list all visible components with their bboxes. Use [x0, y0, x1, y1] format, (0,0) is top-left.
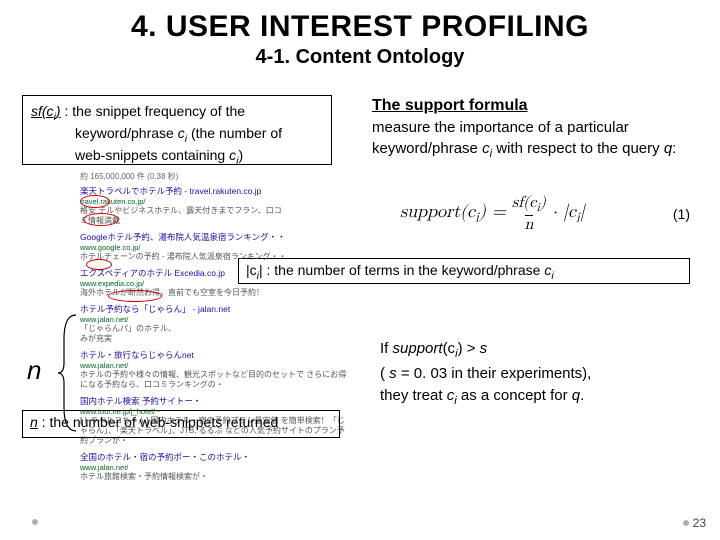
page-number-value: 23	[693, 516, 706, 530]
sf-text-1: : the snippet frequency of the	[61, 103, 245, 119]
support-body: measure the importance of a particular k…	[372, 119, 676, 157]
search-results-mock: 約 165,000,000 件 (0.38 秒) 楽天トラベルでホテル予約 - …	[80, 172, 350, 488]
result-stats: 約 165,000,000 件 (0.38 秒)	[80, 172, 350, 182]
result-5: ホテル・旅行ならじゃらんnet www.jalan.net/ ホテルの予約や様々…	[80, 350, 350, 390]
support-description: The support formula measure the importan…	[372, 95, 692, 163]
result-3: エクスペディアのホテル Excedia.co.jp www.expedia.co…	[80, 268, 350, 298]
decor-dot-left	[32, 519, 38, 525]
n-def-text: n : the number of web-snippets returned	[30, 414, 278, 430]
slide-title: 4. USER INTEREST PROFILING	[0, 0, 720, 44]
decor-dot-icon	[683, 520, 689, 526]
equation-number: (1)	[673, 206, 690, 222]
page-number: 23	[683, 516, 706, 530]
result-1: 楽天トラベルでホテル予約 - travel.rakuten.co.jp trav…	[80, 186, 350, 226]
sf-definition-box: sf(ci) : the snippet frequency of the ke…	[22, 95, 332, 165]
result-2: Googleホテル予約、湯布院人気温泉宿ランキング・・ www.google.c…	[80, 232, 350, 262]
n-definition-box: n : the number of web-snippets returned	[22, 410, 340, 438]
condition-text: If support(ci) > s ( s = 0. 03 in their …	[380, 338, 690, 410]
n-variable: n	[27, 355, 41, 386]
result-4: ホテル予約なら「じゃらん」 - jalan.net www.jalan.net/…	[80, 304, 350, 344]
slide: 4. USER INTEREST PROFILING 4-1. Content …	[0, 0, 720, 540]
slide-subtitle: 4-1. Content Ontology	[0, 46, 720, 69]
support-formula: support(ci) = sf(ci) n · |ci| (1)	[400, 195, 690, 233]
sf-line3: web-snippets containing ci)	[31, 147, 243, 163]
sf-line2: keyword/phrase ci (the number of	[31, 125, 282, 141]
sf-lead: sf(ci)	[31, 103, 61, 119]
result-7: 全国のホテル・宿の予約ポー・このホテル・ www.jalan.net/ ホテル旅…	[80, 452, 350, 482]
support-header: The support formula	[372, 97, 528, 114]
